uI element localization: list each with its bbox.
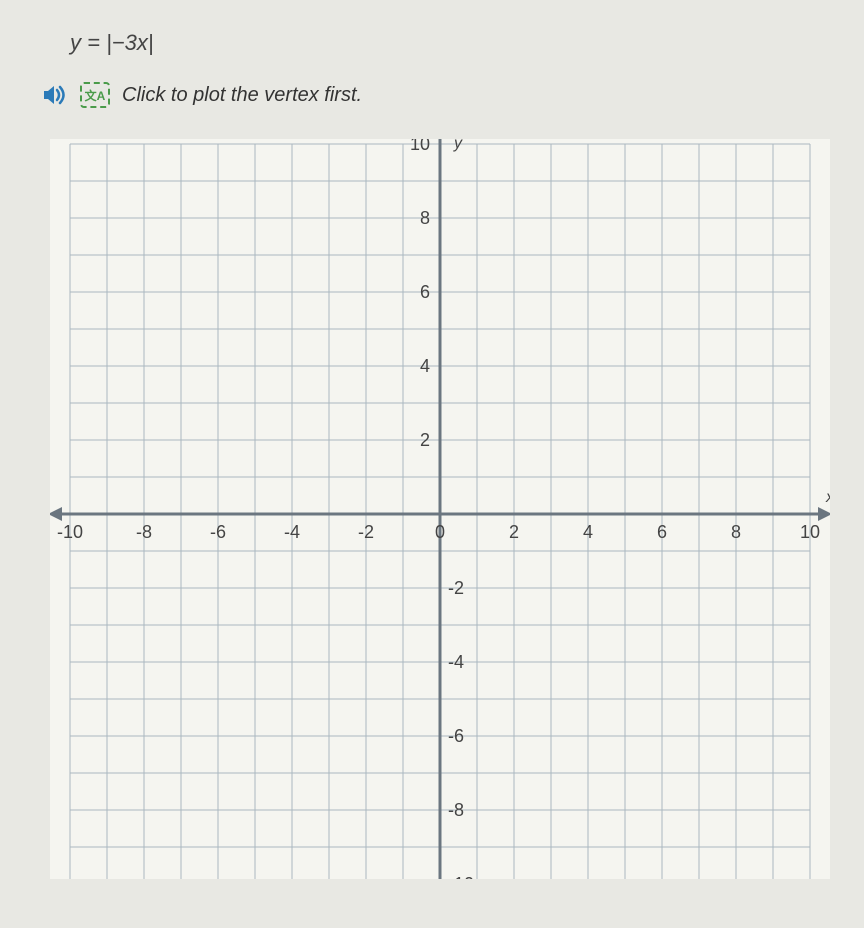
instruction-text: Click to plot the vertex first.	[122, 84, 362, 107]
plot-area[interactable]	[50, 139, 830, 879]
coordinate-grid: -10-8-6-4-20246810246810-2-4-6-8-10 xy	[50, 139, 830, 879]
equation-display: y = |−3x|	[70, 30, 824, 56]
sound-icon[interactable]	[40, 81, 68, 109]
translate-icon-label: 文A	[85, 87, 106, 104]
translate-icon[interactable]: 文A	[80, 82, 110, 108]
instruction-row: 文A Click to plot the vertex first.	[40, 81, 824, 109]
